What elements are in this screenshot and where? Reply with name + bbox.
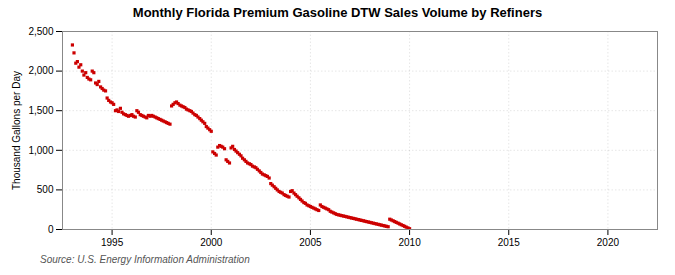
svg-text:2000: 2000 (200, 237, 223, 248)
svg-text:Thousand Gallons per Day: Thousand Gallons per Day (11, 71, 22, 190)
html-text:Source: U.S. Energy Informatio: Source: U.S. Energy Information Administ… (40, 254, 250, 265)
svg-text:1,000: 1,000 (28, 145, 53, 156)
svg-text:2015: 2015 (498, 237, 521, 248)
svg-text:2010: 2010 (398, 237, 421, 248)
svg-text:2020: 2020 (597, 237, 620, 248)
svg-text:0: 0 (48, 224, 54, 235)
svg-text:500: 500 (37, 184, 54, 195)
svg-text:2005: 2005 (299, 237, 322, 248)
svg-text:1995: 1995 (101, 237, 124, 248)
svg-text:2,500: 2,500 (28, 26, 53, 37)
svg-text:1,500: 1,500 (28, 105, 53, 116)
html-text:Monthly Florida Premium Gasoli: Monthly Florida Premium Gasoline DTW Sal… (132, 5, 543, 20)
svg-text:2,000: 2,000 (28, 65, 53, 76)
